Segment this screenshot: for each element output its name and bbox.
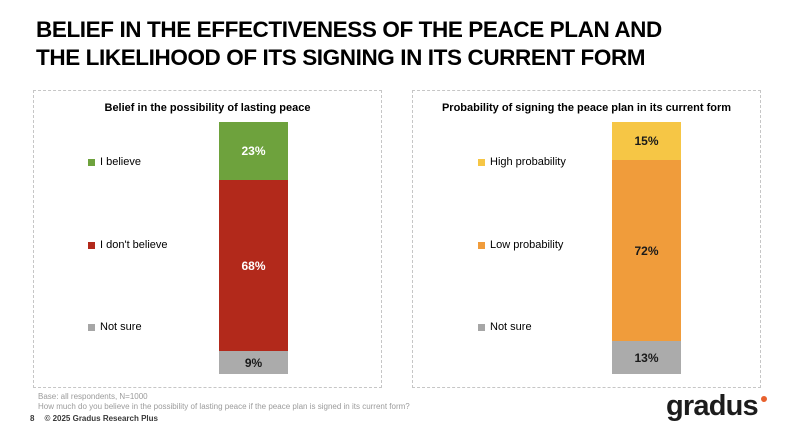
stacked-bar: 15% 72% 13% [612, 122, 681, 374]
bar-segment-high-probability: 15% [612, 122, 681, 160]
bar-segment-value: 23% [241, 143, 266, 158]
legend-label: I believe [100, 156, 141, 168]
slide-title: BELIEF IN THE EFFECTIVENESS OF THE PEACE… [36, 16, 662, 73]
legend-color-swatch [478, 158, 485, 166]
chart-title: Belief in the possibility of lasting pea… [104, 102, 311, 114]
slide-title-line-2: THE LIKELIHOOD OF ITS SIGNING IN ITS CUR… [36, 45, 646, 71]
logo-dot-icon [760, 396, 767, 402]
legend-label: Not sure [100, 321, 142, 333]
footnote-base: Base: all respondents, N=1000 [38, 392, 148, 401]
copyright-text: © 2025 Gradus Research Plus [44, 414, 158, 423]
legend-color-swatch [478, 241, 485, 249]
footer-row: 8 © 2025 Gradus Research Plus [30, 414, 158, 423]
bar-segment-low-probability: 72% [612, 159, 681, 342]
legend-item-i-believe: I believe [88, 156, 141, 168]
bar-segment-value: 72% [634, 243, 659, 258]
bar-segment-i-dont-believe: 68% [219, 179, 288, 352]
bar-segment-not-sure: 9% [219, 351, 288, 374]
stacked-bar: 23% 68% 9% [219, 122, 288, 374]
legend-item-high-probability: High probability [478, 156, 566, 168]
slide-title-line-1: BELIEF IN THE EFFECTIVENESS OF THE PEACE… [36, 17, 662, 42]
bar-segment-not-sure: 13% [612, 341, 681, 374]
bar-segment-value: 15% [634, 133, 659, 148]
legend-color-swatch [88, 323, 95, 331]
footnote-question: How much do you believe in the possibili… [38, 402, 410, 411]
legend-item-low-probability: Low probability [478, 239, 563, 251]
legend-item-not-sure: Not sure [88, 321, 142, 333]
chart-title: Probability of signing the peace plan in… [441, 102, 732, 114]
panel-signing-probability: Probability of signing the peace plan in… [412, 90, 761, 388]
legend-label: Low probability [490, 239, 564, 251]
bar-segment-value: 9% [244, 355, 263, 370]
gradus-logo: gradus [666, 390, 767, 423]
page-number: 8 [30, 414, 35, 423]
legend-color-swatch [88, 158, 95, 166]
legend-label: High probability [490, 156, 566, 168]
panel-belief-lasting-peace: Belief in the possibility of lasting pea… [33, 90, 382, 388]
legend-color-swatch [88, 241, 95, 249]
logo-text: gradus [666, 390, 759, 422]
bar-segment-value: 13% [634, 350, 659, 365]
legend-item-not-sure: Not sure [478, 321, 532, 333]
legend-item-i-dont-believe: I don't believe [88, 239, 168, 251]
legend-color-swatch [478, 323, 485, 331]
bar-segment-i-believe: 23% [219, 122, 288, 180]
bar-segment-value: 68% [241, 258, 266, 273]
legend-label: I don't believe [100, 239, 168, 251]
legend-label: Not sure [490, 321, 532, 333]
